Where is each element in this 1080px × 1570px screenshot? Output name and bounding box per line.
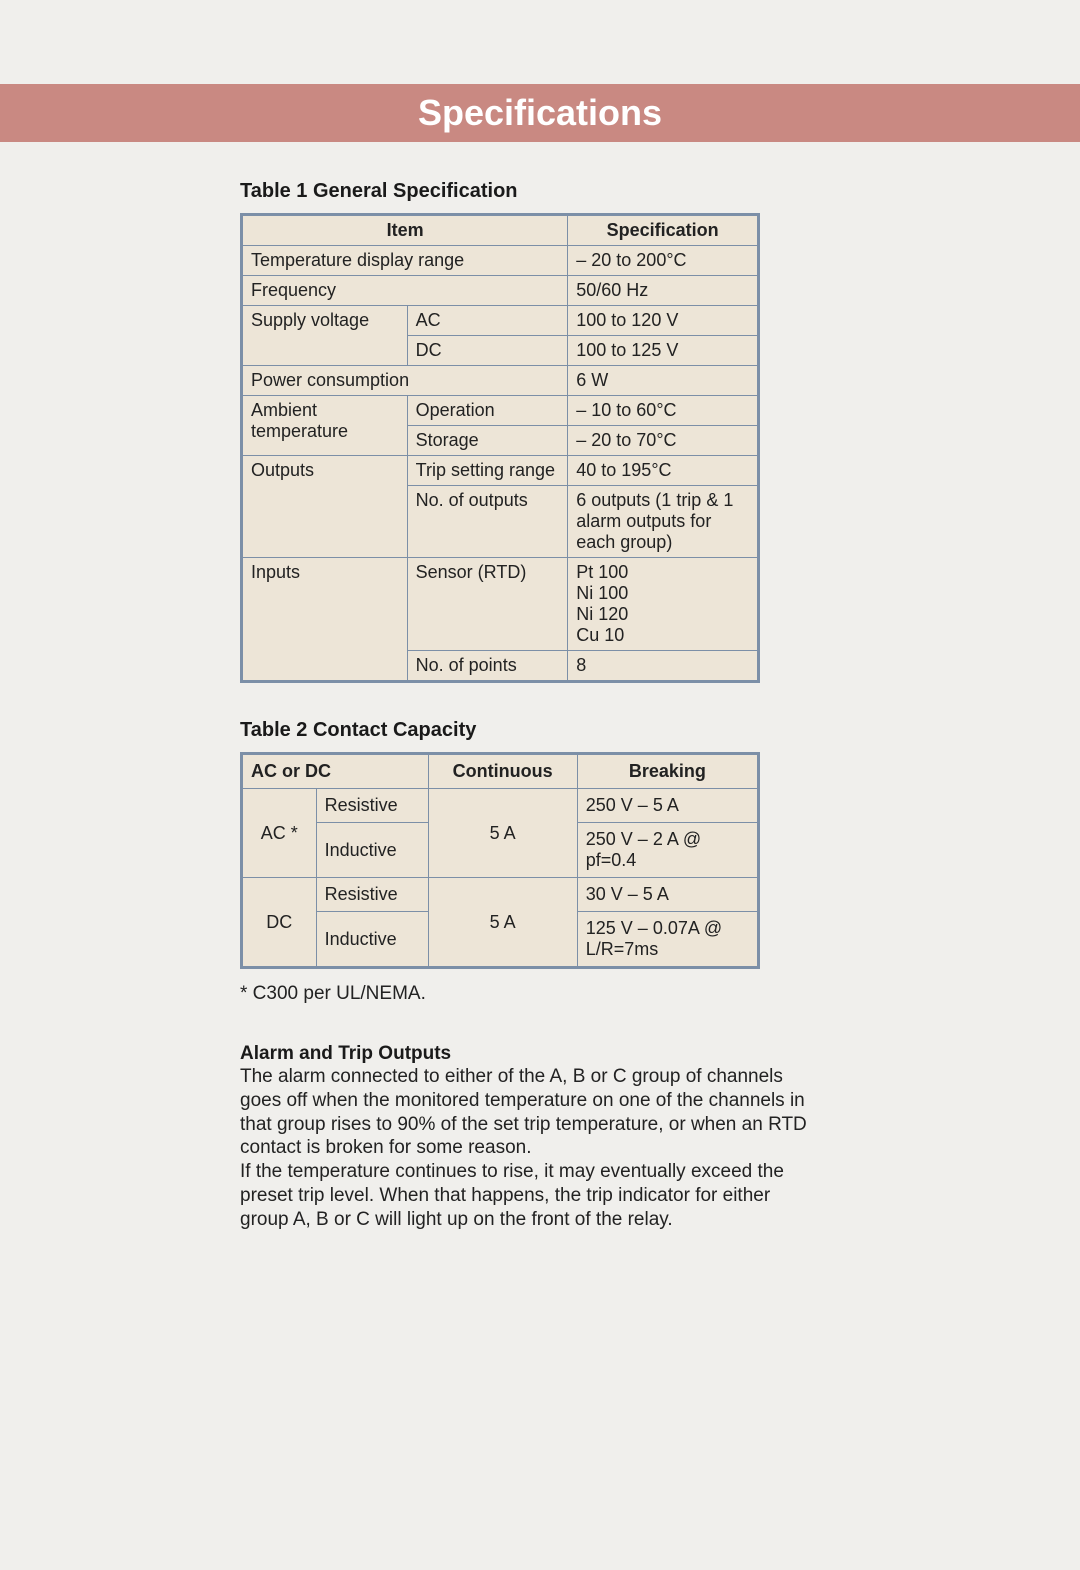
inputs-points-value: 8 (568, 651, 759, 682)
ac-inductive-label: Inductive (316, 823, 428, 878)
table1-header-spec: Specification (568, 215, 759, 246)
ac-resistive-break: 250 V – 5 A (577, 789, 758, 823)
dc-resistive-break: 30 V – 5 A (577, 878, 758, 912)
table2-header-breaking: Breaking (577, 754, 758, 789)
table2-footnote: * C300 per UL/NEMA. (240, 983, 860, 1005)
alarm-paragraph-2: If the temperature continues to rise, it… (240, 1160, 820, 1231)
ambient-storage-value: – 20 to 70°C (568, 426, 759, 456)
outputs-trip-label: Trip setting range (407, 456, 568, 486)
outputs-label: Outputs (242, 456, 408, 558)
alarm-heading: Alarm and Trip Outputs (240, 1043, 860, 1065)
dc-continuous: 5 A (428, 878, 577, 968)
ambient-op-value: – 10 to 60°C (568, 396, 759, 426)
table2-header-continuous: Continuous (428, 754, 577, 789)
dc-inductive-break: 125 V – 0.07A @ L/R=7ms (577, 912, 758, 968)
table2-header-acdc: AC or DC (242, 754, 429, 789)
ambient-label: Ambient temperature (242, 396, 408, 456)
temp-display-value: – 20 to 200°C (568, 246, 759, 276)
supply-ac-value: 100 to 120 V (568, 306, 759, 336)
supply-ac-label: AC (407, 306, 568, 336)
content-area: Table 1 General Specification Item Speci… (240, 180, 860, 1231)
table1-title: Table 1 General Specification (240, 180, 860, 203)
inputs-sensor-value: Pt 100 Ni 100 Ni 120 Cu 10 (568, 558, 759, 651)
table2-contact-capacity: AC or DC Continuous Breaking AC * Resist… (240, 752, 760, 969)
dc-resistive-label: Resistive (316, 878, 428, 912)
ac-continuous: 5 A (428, 789, 577, 878)
dc-label: DC (242, 878, 317, 968)
table1-header-item: Item (242, 215, 568, 246)
supply-voltage-label: Supply voltage (242, 306, 408, 366)
supply-dc-label: DC (407, 336, 568, 366)
table1-general-specification: Item Specification Temperature display r… (240, 213, 760, 683)
page: Specifications Table 1 General Specifica… (0, 0, 1080, 1570)
page-banner: Specifications (0, 84, 1080, 142)
powercons-value: 6 W (568, 366, 759, 396)
ambient-op-label: Operation (407, 396, 568, 426)
inputs-label: Inputs (242, 558, 408, 682)
frequency-value: 50/60 Hz (568, 276, 759, 306)
ambient-storage-label: Storage (407, 426, 568, 456)
ac-inductive-break: 250 V – 2 A @ pf=0.4 (577, 823, 758, 878)
outputs-no-label: No. of outputs (407, 486, 568, 558)
alarm-paragraph-1: The alarm connected to either of the A, … (240, 1065, 820, 1160)
temp-display-label: Temperature display range (242, 246, 568, 276)
ac-resistive-label: Resistive (316, 789, 428, 823)
inputs-points-label: No. of points (407, 651, 568, 682)
ac-label: AC * (242, 789, 317, 878)
outputs-no-value: 6 outputs (1 trip & 1 alarm outputs for … (568, 486, 759, 558)
powercons-label: Power consumption (242, 366, 568, 396)
outputs-trip-value: 40 to 195°C (568, 456, 759, 486)
table2-title: Table 2 Contact Capacity (240, 719, 860, 742)
frequency-label: Frequency (242, 276, 568, 306)
dc-inductive-label: Inductive (316, 912, 428, 968)
inputs-sensor-label: Sensor (RTD) (407, 558, 568, 651)
supply-dc-value: 100 to 125 V (568, 336, 759, 366)
